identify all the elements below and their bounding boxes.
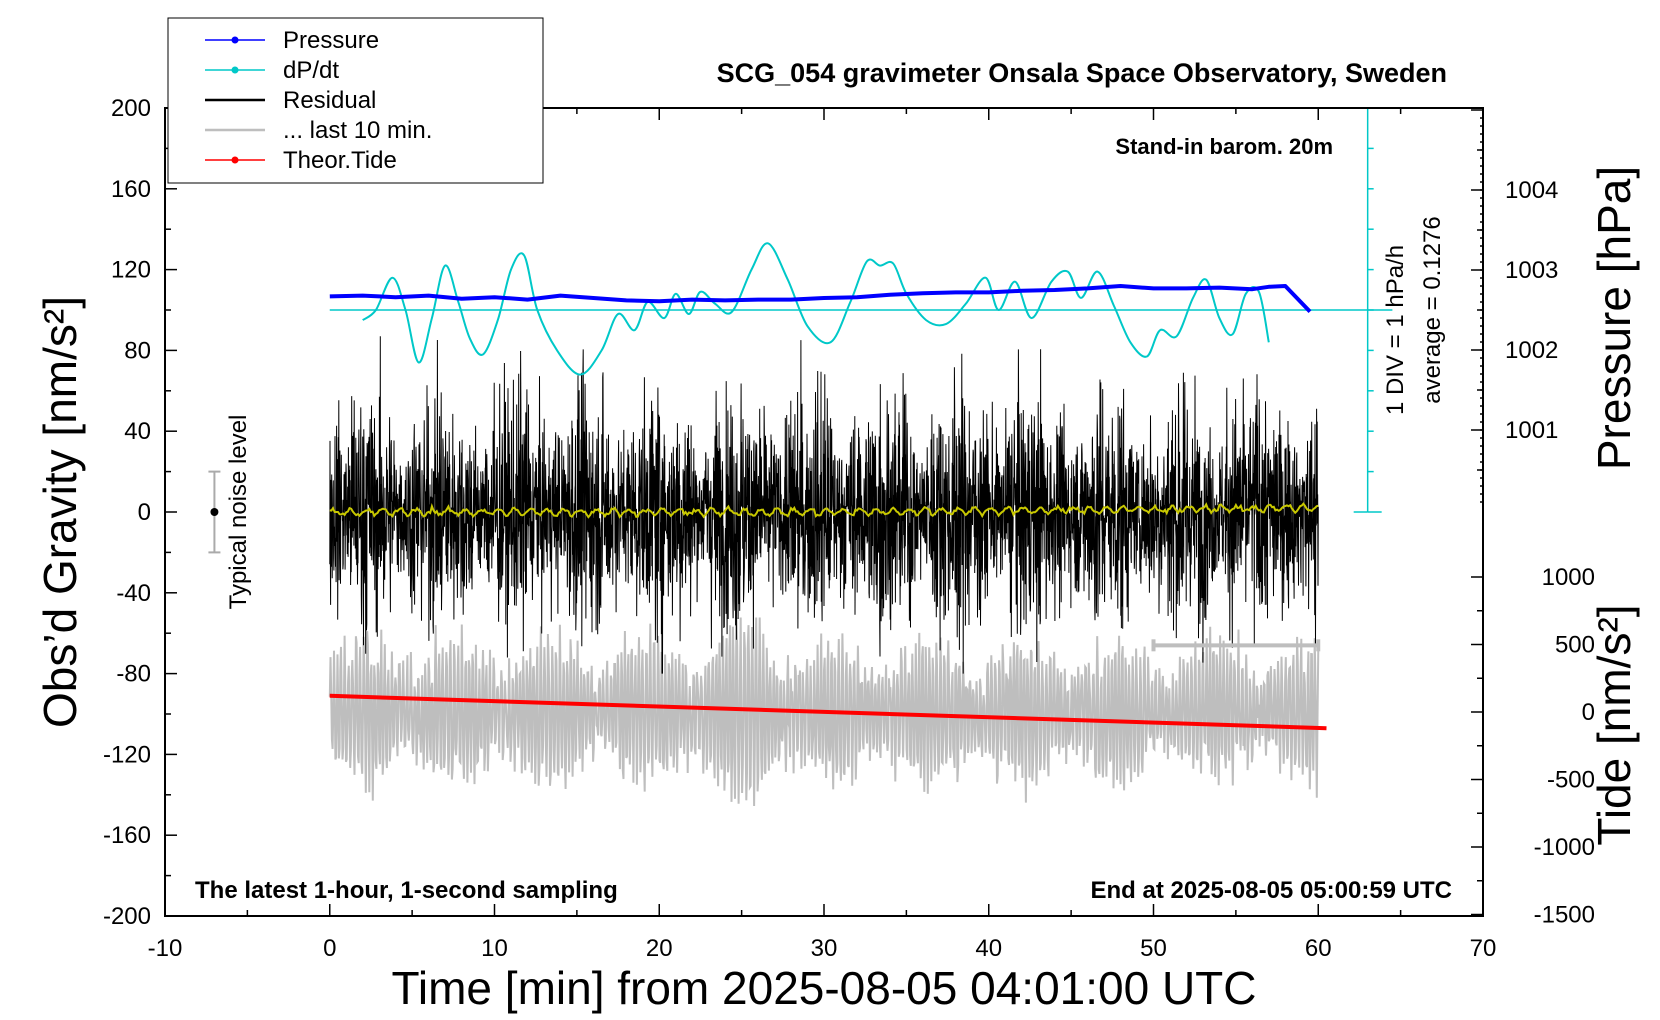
x-tick-label: 70 — [1470, 935, 1497, 962]
dpdt-average-text-wrap: average = 0.1276 — [1419, 216, 1446, 404]
noise-label-wrap: Typical noise level — [225, 415, 252, 610]
y-tick-label: -120 — [103, 741, 151, 768]
pressure-tick-label: 1003 — [1505, 257, 1558, 284]
y-axis-title-wrap: Obs’d Gravity [nm/s²] — [34, 296, 86, 728]
y-axis-title: Obs’d Gravity [nm/s²] — [34, 296, 86, 728]
y-tick-label: 200 — [111, 95, 151, 122]
x-tick-label: 60 — [1305, 935, 1332, 962]
residual-line — [329, 336, 1319, 674]
legend: Pressure dP/dt Residual ... last 10 min. The… — [167, 17, 544, 184]
tide-tick-label: 500 — [1555, 632, 1595, 659]
residual-smoothed-line — [329, 502, 1319, 519]
noise-dot — [210, 508, 219, 516]
y-tick-label: -160 — [103, 822, 151, 849]
last10-line — [328, 617, 1320, 807]
tide-axis-title-wrap: Tide [nm/s²] — [1588, 604, 1640, 845]
legend-marker — [231, 66, 239, 74]
tide-line — [329, 693, 1327, 731]
tide-tick-label: 0 — [1582, 699, 1595, 726]
y-tick-label: 40 — [124, 418, 151, 445]
footer-left: The latest 1-hour, 1-second sampling — [195, 877, 618, 904]
pressure-tick-label: 1002 — [1505, 337, 1558, 364]
x-tick-label: 30 — [811, 935, 838, 962]
y-tick-label: -200 — [103, 903, 151, 930]
series — [328, 242, 1393, 807]
tide-tick-label: 1000 — [1542, 564, 1595, 591]
footer-right: End at 2025-08-05 05:00:59 UTC — [1091, 877, 1453, 904]
pressure-axis-title: Pressure [hPa] — [1588, 166, 1640, 470]
legend-label: Residual — [283, 87, 376, 114]
chart-title: SCG_054 gravimeter Onsala Space Observat… — [717, 58, 1447, 88]
chart-subtitle: Stand-in barom. 20m — [1115, 134, 1333, 159]
legend-marker — [231, 36, 239, 44]
pressure-axis-title-wrap: Pressure [hPa] — [1588, 166, 1640, 470]
noise-label: Typical noise level — [225, 415, 252, 610]
y-tick-label: 80 — [124, 337, 151, 364]
legend-label: Theor.Tide — [283, 147, 397, 174]
tick-labels: -10 0 10 20 30 40 50 60 70 -200 -160 -120 -80 -40 0 40 8… — [103, 95, 1595, 962]
dpdt-average-label: average = 0.1276 — [1419, 216, 1446, 404]
tide-tick-label: -500 — [1547, 767, 1595, 794]
legend-label: Pressure — [283, 27, 379, 54]
dpdt-scale-label: 1 DIV = 1 hPa/h — [1382, 245, 1409, 415]
tide-tick-label: -1000 — [1534, 834, 1595, 861]
dpdt-line — [362, 242, 1270, 376]
dpdt-scale-text-wrap: 1 DIV = 1 hPa/h — [1382, 245, 1409, 415]
plot-frame — [164, 107, 1484, 917]
x-tick-label: 0 — [323, 935, 336, 962]
legend-label: dP/dt — [283, 57, 339, 84]
legend-label: ... last 10 min. — [283, 117, 432, 144]
x-tick-label: 50 — [1140, 935, 1167, 962]
y-tick-label: -80 — [116, 661, 151, 688]
y-tick-label: 120 — [111, 257, 151, 284]
tide-tick-label: -1500 — [1534, 902, 1595, 929]
pressure-tick-label: 1001 — [1505, 417, 1558, 444]
x-tick-label: 20 — [646, 935, 673, 962]
pressure-line — [329, 284, 1312, 313]
y-tick-label: 0 — [138, 499, 151, 526]
y-tick-label: -40 — [116, 580, 151, 607]
legend-marker — [231, 156, 239, 164]
y-tick-label: 160 — [111, 176, 151, 203]
x-tick-label: 10 — [481, 935, 508, 962]
x-tick-label: -10 — [148, 935, 183, 962]
pressure-tick-label: 1004 — [1505, 177, 1558, 204]
tide-axis-title: Tide [nm/s²] — [1588, 604, 1640, 845]
x-tick-label: 40 — [975, 935, 1002, 962]
x-axis-title: Time [min] from 2025-08-05 04:01:00 UTC — [392, 962, 1257, 1014]
